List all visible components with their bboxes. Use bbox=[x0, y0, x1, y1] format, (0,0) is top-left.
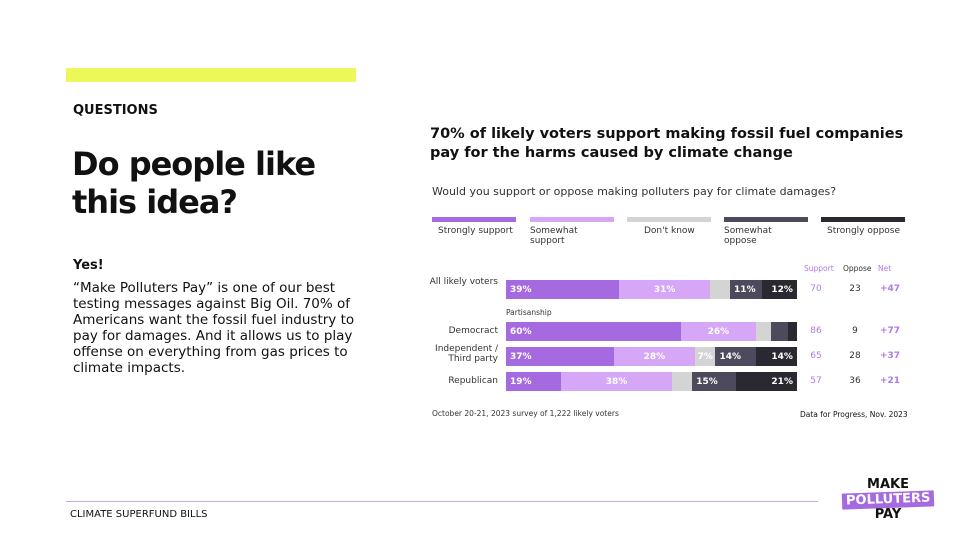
value-net: +37 bbox=[879, 351, 901, 361]
source: Data for Progress, Nov. 2023 bbox=[800, 410, 908, 419]
row-label: Democract bbox=[448, 326, 498, 336]
stacked-bar: 19% 38% 15% 21% bbox=[506, 372, 797, 391]
chart-title: 70% of likely voters support making foss… bbox=[430, 126, 904, 161]
bar-segment bbox=[788, 322, 797, 341]
bar-segment: 39% bbox=[506, 280, 620, 299]
value-oppose: 23 bbox=[849, 284, 861, 294]
body-text: “Make Polluters Pay” is one of our best … bbox=[73, 280, 355, 376]
value-net: +77 bbox=[879, 326, 901, 336]
bar-segment bbox=[770, 322, 789, 341]
value-support: 86 bbox=[810, 326, 822, 336]
survey-note: October 20-21, 2023 survey of 1,222 like… bbox=[432, 409, 619, 418]
stacked-bar: 60% 26% bbox=[506, 322, 797, 341]
bar-segment bbox=[756, 322, 771, 341]
chart-question: Would you support or oppose making pollu… bbox=[432, 185, 837, 198]
value-net: +21 bbox=[879, 376, 901, 386]
bar-segment: 60% bbox=[506, 322, 681, 341]
bar-segment: 31% bbox=[619, 280, 710, 299]
bar-segment: 7% bbox=[695, 347, 716, 366]
legend-label: Strongly oppose bbox=[827, 226, 901, 236]
legend-swatch bbox=[821, 217, 905, 222]
value-net: +47 bbox=[879, 284, 901, 294]
footer-label: CLIMATE SUPERFUND BILLS bbox=[70, 509, 208, 520]
bar-segment: 12% bbox=[762, 280, 797, 299]
highlight-bar bbox=[66, 68, 356, 82]
row-label: Republican bbox=[448, 376, 498, 386]
bar-segment: 21% bbox=[735, 372, 797, 391]
bar-segment: 14% bbox=[715, 347, 757, 366]
legend-swatch bbox=[627, 217, 711, 222]
group-label: Partisanship bbox=[506, 308, 552, 317]
bar-segment: 38% bbox=[561, 372, 672, 391]
legend-swatch bbox=[432, 217, 516, 222]
value-oppose: 9 bbox=[852, 326, 858, 336]
answer: Yes! bbox=[73, 258, 104, 273]
bar-segment bbox=[671, 372, 693, 391]
bar-segment: 26% bbox=[680, 322, 757, 341]
stacked-bar: 39% 31% 11% 12% bbox=[506, 280, 797, 299]
stacked-bar: 37% 28% 7% 14% 14% bbox=[506, 347, 797, 366]
row-label: Independent / Third party bbox=[435, 344, 498, 364]
row-label: All likely voters bbox=[429, 277, 498, 287]
bar-segment: 19% bbox=[506, 372, 562, 391]
legend-swatch bbox=[530, 217, 614, 222]
bar-segment bbox=[709, 280, 731, 299]
bar-segment: 14% bbox=[756, 347, 797, 366]
bar-segment: 15% bbox=[692, 372, 736, 391]
legend-label: Somewhat oppose bbox=[724, 226, 772, 246]
bar-segment: 11% bbox=[730, 280, 763, 299]
column-header: Support bbox=[804, 264, 834, 273]
bar-segment: 37% bbox=[506, 347, 614, 366]
value-support: 70 bbox=[810, 284, 822, 294]
section-label: QUESTIONS bbox=[73, 103, 158, 118]
value-oppose: 36 bbox=[849, 376, 861, 386]
legend-label: Strongly support bbox=[438, 226, 513, 236]
page-title: Do people like this idea? bbox=[72, 145, 316, 221]
value-support: 57 bbox=[810, 376, 822, 386]
legend-label: Don't know bbox=[644, 226, 695, 236]
logo: MAKE POLLUTERS PAY bbox=[838, 478, 938, 522]
footer-divider bbox=[66, 501, 818, 502]
value-support: 65 bbox=[810, 351, 822, 361]
column-header: Oppose bbox=[843, 264, 872, 273]
column-header: Net bbox=[878, 264, 892, 273]
bar-segment: 28% bbox=[613, 347, 696, 366]
legend-label: Somewhat support bbox=[530, 226, 578, 246]
value-oppose: 28 bbox=[849, 351, 861, 361]
legend-swatch bbox=[724, 217, 808, 222]
